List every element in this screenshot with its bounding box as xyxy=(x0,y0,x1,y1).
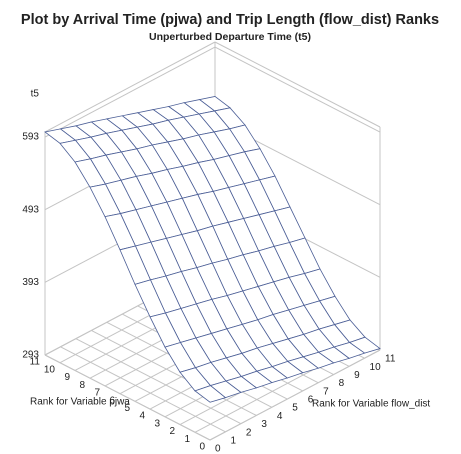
grid-line xyxy=(214,46,381,133)
y-tick-label: 9 xyxy=(64,372,70,383)
y-tick-label: 6 xyxy=(109,395,115,406)
x-tick-label: 11 xyxy=(385,354,396,365)
y-tick-label: 0 xyxy=(199,442,205,453)
y-axis-label: Rank for Variable pjwa xyxy=(30,397,130,408)
y-tick-label: 8 xyxy=(79,380,85,391)
x-tick-label: 4 xyxy=(277,411,283,422)
floor-grid-line xyxy=(75,338,242,425)
chart-subtitle: Unperturbed Departure Time (t5) xyxy=(149,31,311,43)
y-tick-label: 11 xyxy=(30,357,41,368)
x-tick-label: 9 xyxy=(354,370,360,381)
x-tick-label: 10 xyxy=(370,362,382,373)
x-tick-label: 0 xyxy=(215,444,221,454)
y-tick-label: 4 xyxy=(139,411,145,422)
x-tick-label: 8 xyxy=(339,378,345,389)
z-tick-label: 593 xyxy=(22,132,39,143)
z-tick-label: 293 xyxy=(22,350,39,361)
floor-grid-line xyxy=(91,330,257,416)
x-axis-label: Rank for Variable flow_dist xyxy=(312,399,430,410)
surface-cell xyxy=(194,385,227,403)
x-tick-label: 5 xyxy=(292,403,298,414)
y-tick-label: 2 xyxy=(169,426,175,437)
axis-line xyxy=(44,354,211,441)
wall-edge xyxy=(214,41,381,128)
floor-grid-line xyxy=(60,346,226,433)
y-tick-label: 5 xyxy=(124,403,130,414)
chart-title: Plot by Arrival Time (pjwa) and Trip Len… xyxy=(21,12,439,28)
x-tick-label: 7 xyxy=(323,386,329,397)
grid-line xyxy=(44,46,216,138)
z-tick-label: 493 xyxy=(22,204,39,215)
y-tick-label: 10 xyxy=(44,364,56,375)
z-axis-label: t5 xyxy=(31,89,40,100)
x-tick-label: 2 xyxy=(246,427,252,438)
z-tick-label: 393 xyxy=(22,277,39,288)
y-tick-label: 1 xyxy=(184,434,190,445)
x-tick-label: 3 xyxy=(261,419,267,430)
y-tick-label: 7 xyxy=(94,388,100,399)
x-tick-label: 6 xyxy=(308,395,314,406)
y-tick-label: 3 xyxy=(154,418,160,429)
x-tick-label: 1 xyxy=(230,435,236,446)
axis-line xyxy=(209,349,381,441)
wall-edge xyxy=(44,41,216,133)
